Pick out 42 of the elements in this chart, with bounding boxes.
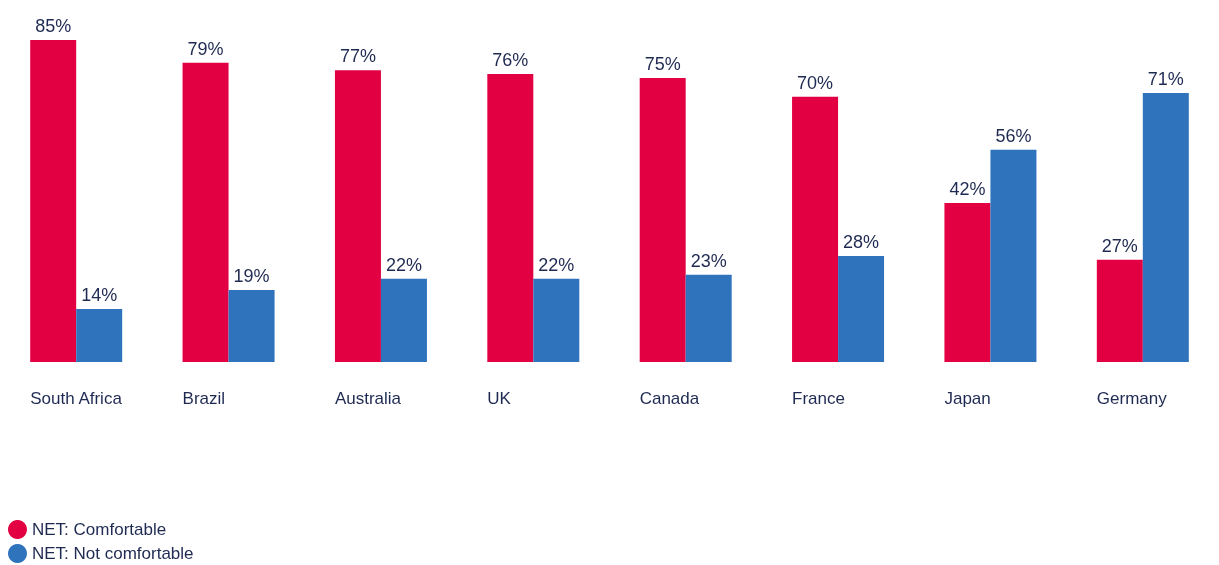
bar: [182, 62, 229, 362]
data-label: 22%: [538, 254, 575, 275]
data-label: 28%: [843, 231, 880, 252]
data-label: 85%: [35, 16, 72, 36]
data-label: 70%: [797, 72, 834, 93]
x-tick-label: Australia: [334, 389, 402, 408]
data-label: 75%: [644, 53, 681, 74]
bar: [1142, 93, 1189, 362]
bar: [76, 308, 123, 362]
bar: [1096, 259, 1143, 362]
data-label: 19%: [233, 266, 270, 287]
bar: [792, 96, 839, 362]
data-label: 22%: [385, 254, 422, 275]
x-tick-label: Canada: [639, 389, 700, 408]
data-label: 56%: [995, 125, 1032, 146]
bar: [838, 255, 885, 362]
bar: [639, 77, 686, 362]
x-tick-label: Germany: [1096, 389, 1168, 408]
data-label: 79%: [187, 38, 224, 59]
x-tick-label: UK: [487, 389, 512, 408]
x-tick-label: South Africa: [30, 389, 123, 408]
data-label: 77%: [339, 46, 376, 67]
legend-label: NET: Not comfortable: [32, 544, 194, 563]
x-tick-label: Japan: [944, 389, 991, 408]
data-label: 27%: [1101, 235, 1138, 256]
x-tick-label: Brazil: [182, 389, 226, 408]
bar: [990, 149, 1037, 362]
data-label: 14%: [81, 284, 118, 305]
legend-label: NET: Comfortable: [32, 520, 167, 539]
bar: [533, 278, 580, 362]
bar: [30, 40, 77, 362]
bar: [685, 274, 732, 362]
x-tick-label: France: [792, 389, 845, 408]
bar: [334, 70, 381, 362]
data-label: 71%: [1147, 69, 1184, 90]
bar: [944, 202, 991, 362]
data-label: 76%: [492, 50, 529, 71]
bar: [228, 290, 275, 362]
data-label: 23%: [690, 250, 727, 271]
bar: [487, 74, 534, 362]
bar: [380, 278, 427, 362]
data-label: 42%: [949, 178, 986, 199]
